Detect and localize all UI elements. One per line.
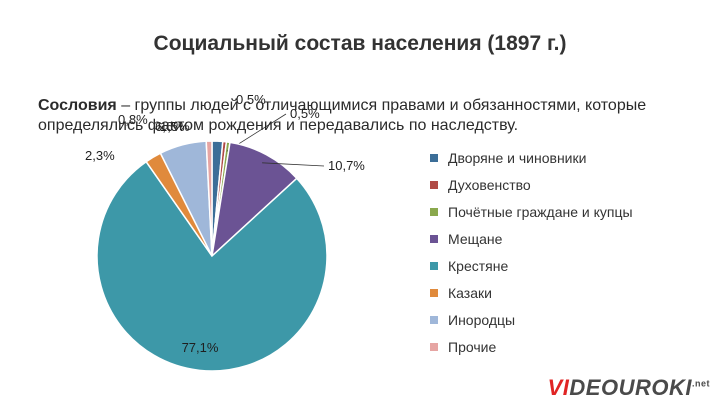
legend-swatch xyxy=(430,288,438,297)
legend-item-pochetnye: Почётные граждане и купцы xyxy=(430,198,633,225)
legend-item-prochie: Прочие xyxy=(430,333,633,360)
logo-main: DEOUROKI xyxy=(569,375,692,400)
leader-line-meshchane xyxy=(262,162,325,167)
legend-item-meshchane: Мещане xyxy=(430,225,633,252)
legend-item-inorodcy: Инородцы xyxy=(430,306,633,333)
legend-swatch xyxy=(430,234,438,243)
chart-legend: Дворяне и чиновники Духовенство Почётные г… xyxy=(430,144,633,360)
data-label-pochetnye: 0,5% xyxy=(290,106,320,121)
data-label-kazaki: 2,3% xyxy=(85,148,115,163)
legend-item-duhovenstvo: Духовенство xyxy=(430,171,633,198)
data-label-dvoryane: 1,5% xyxy=(160,119,190,134)
logo-suffix: .net xyxy=(691,378,710,389)
legend-label: Дворяне и чиновники xyxy=(448,149,587,166)
data-label-krestyane: 77,1% xyxy=(182,340,219,355)
logo-accent: VI xyxy=(547,375,570,400)
legend-item-dvoryane: Дворяне и чиновники xyxy=(430,144,633,171)
legend-label: Инородцы xyxy=(448,311,516,328)
legend-label: Казаки xyxy=(448,284,492,301)
legend-label: Духовенство xyxy=(448,176,531,193)
data-label-inorodcy: 6,6% xyxy=(155,119,185,134)
data-label-prochie: 0,8% xyxy=(118,112,148,127)
legend-item-kazaki: Казаки xyxy=(430,279,633,306)
legend-swatch xyxy=(430,342,438,351)
pie-slice-meshchane xyxy=(210,141,298,259)
legend-label: Мещане xyxy=(448,230,503,247)
pie-slice-prochie xyxy=(205,140,213,257)
definition-body: – группы людей с отличающимися правами и… xyxy=(38,97,647,134)
definition-term: Сословия xyxy=(38,97,117,114)
legend-label: Крестяне xyxy=(448,257,509,274)
data-label-meshchane: 10,7% xyxy=(328,158,365,173)
pie-slice-krestyane xyxy=(96,160,328,372)
legend-label: Прочие xyxy=(448,338,497,355)
videouroki-watermark: VIDEOUROKI.net xyxy=(548,375,710,401)
chart-title: Социальный состав населения (1897 г.) xyxy=(153,32,567,55)
definition-text: Сословия – группы людей с отличающимися … xyxy=(38,96,678,136)
legend-label: Почётные граждане и купцы xyxy=(448,203,633,220)
legend-swatch xyxy=(430,153,438,162)
legend-swatch xyxy=(430,315,438,324)
legend-swatch xyxy=(430,261,438,270)
legend-swatch xyxy=(430,207,438,216)
legend-swatch xyxy=(430,180,438,189)
legend-item-krestyane: Крестяне xyxy=(430,252,633,279)
data-label-duhovenstvo: 0,5% xyxy=(236,92,266,107)
